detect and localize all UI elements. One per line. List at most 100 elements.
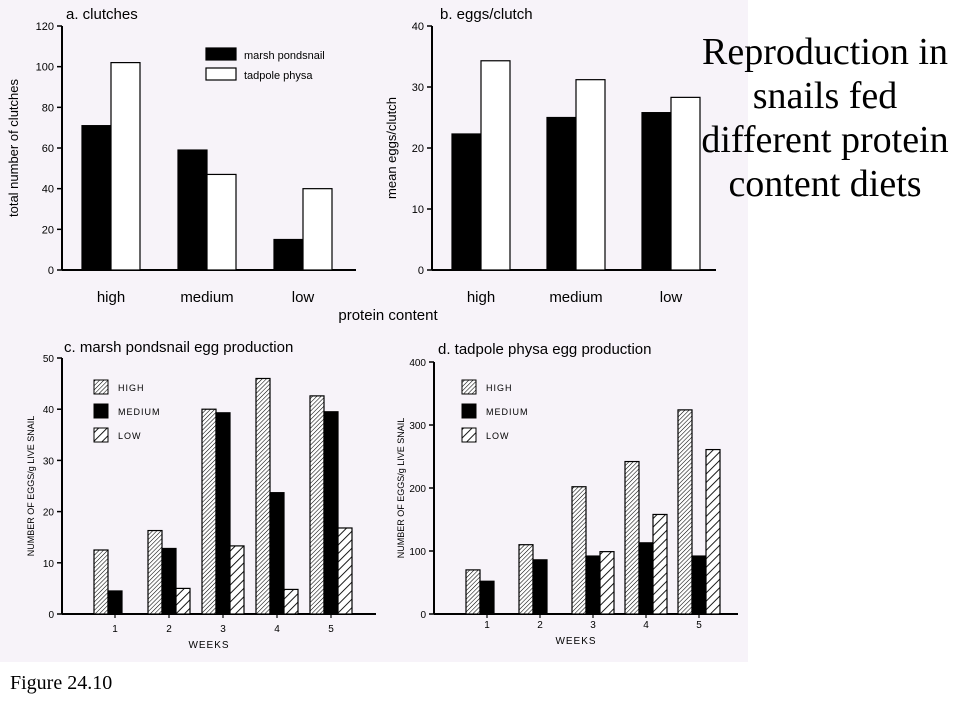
legend-label: marsh pondsnail [244,50,325,62]
legend-label: tadpole physa [244,70,313,82]
bar-d-low-4 [652,513,668,615]
legend-swatch [93,379,109,395]
bar-c-low-3 [229,545,245,615]
y-tick-label: 40 [42,184,54,196]
x-axis-label-d: WEEKS [555,636,596,647]
bar-a-tadpole-physa-high [110,61,141,271]
bar-d-high-2 [518,544,534,615]
x-tick-label: 4 [643,620,649,631]
x-axis-label-c: WEEKS [188,640,229,651]
y-tick-label: 0 [48,265,54,277]
bar-c-high-5 [309,395,325,615]
bar-b-marsh-pondsnail-low [641,112,672,271]
bar-c-low-4 [283,588,299,615]
x-tick-label: 2 [537,620,543,631]
bar-c-low-2 [175,587,191,615]
bar-c-low-5 [337,527,353,615]
bar-b-marsh-pondsnail-medium [546,116,577,271]
bar-a-marsh-pondsnail-low [273,238,304,271]
x-tick-label: 1 [112,624,118,635]
bar-c-medium-4 [269,492,285,615]
bar-c-medium-3 [215,412,231,615]
y-tick-label: 20 [42,224,54,236]
legend-swatch [93,427,109,443]
bar-b-tadpole-physa-medium [575,79,606,271]
bar-d-medium-5 [691,555,707,615]
x-tick-label: 3 [220,624,226,635]
chart-title-d: d. tadpole physa egg production [438,341,652,358]
y-tick-label: 0 [48,610,54,621]
figure-caption: Figure 24.10 [10,672,113,694]
x-tick-label: 5 [328,624,334,635]
x-tick-label: low [660,289,683,306]
x-tick-label: medium [549,289,602,306]
legend-swatch [461,379,477,395]
slide-title: Reproduction in snails fed different pro… [701,31,949,205]
x-tick-label: high [467,289,495,306]
y-tick-label: 30 [43,456,55,467]
y-tick-label: 10 [412,204,424,216]
y-axis-label-b: mean eggs/clutch [384,97,399,199]
y-tick-label: 20 [43,508,55,519]
bar-c-high-1 [93,549,109,615]
legend-label: MEDIUM [118,407,161,417]
bar-c-high-4 [255,377,271,615]
bar-d-medium-4 [638,542,654,615]
bar-c-medium-2 [161,547,177,615]
legend-label: HIGH [486,383,513,393]
y-tick-label: 100 [36,62,54,74]
bar-c-high-2 [147,529,163,615]
y-tick-label: 60 [42,143,54,155]
legend-swatch [461,403,477,419]
x-tick-label: low [292,289,315,306]
bar-b-tadpole-physa-high [480,60,511,271]
legend-label: MEDIUM [486,407,529,417]
y-tick-label: 20 [412,143,424,155]
y-tick-label: 200 [409,484,426,495]
bar-d-high-3 [571,486,587,615]
bar-a-tadpole-physa-medium [206,173,237,271]
bar-c-medium-5 [323,411,339,615]
y-axis-label-a: total number of clutches [6,78,21,217]
x-tick-label: 4 [274,624,280,635]
bar-d-high-4 [624,460,640,615]
y-tick-label: 100 [409,547,426,558]
bar-b-tadpole-physa-low [670,96,701,271]
chart-title-b: b. eggs/clutch [440,6,533,23]
bar-d-medium-3 [585,555,601,615]
legend-label: LOW [118,431,142,441]
bar-a-marsh-pondsnail-medium [177,149,208,271]
y-axis-label-c: NUMBER OF EGGS/g LIVE SNAIL [26,416,36,557]
y-tick-label: 10 [43,559,55,570]
bar-a-marsh-pondsnail-high [81,125,112,271]
bar-b-marsh-pondsnail-high [451,133,482,271]
y-tick-label: 0 [420,610,426,621]
bar-d-medium-2 [532,559,548,615]
y-tick-label: 50 [43,354,55,365]
y-tick-label: 120 [36,21,54,33]
chart-title-c: c. marsh pondsnail egg production [64,339,293,356]
legend-swatch [205,47,237,61]
x-tick-label: 1 [484,620,490,631]
y-tick-label: 0 [418,265,424,277]
bar-c-high-3 [201,408,217,615]
y-tick-label: 300 [409,421,426,432]
y-axis-label-d: NUMBER OF EGGS/g LIVE SNAIL [396,418,406,559]
y-tick-label: 40 [43,405,55,416]
y-tick-label: 30 [412,82,424,94]
legend-label: HIGH [118,383,145,393]
bar-d-low-5 [705,448,721,615]
legend-swatch [205,67,237,81]
y-tick-label: 40 [412,21,424,33]
x-tick-label: 3 [590,620,596,631]
bar-a-tadpole-physa-low [302,188,333,271]
bar-d-high-1 [465,569,481,615]
bar-d-high-5 [677,409,693,615]
shared-x-axis-label: protein content [338,307,438,324]
x-tick-label: 5 [696,620,702,631]
legend-swatch [93,403,109,419]
bar-c-medium-1 [107,590,123,615]
legend-label: LOW [486,431,510,441]
bar-d-low-3 [599,551,615,615]
